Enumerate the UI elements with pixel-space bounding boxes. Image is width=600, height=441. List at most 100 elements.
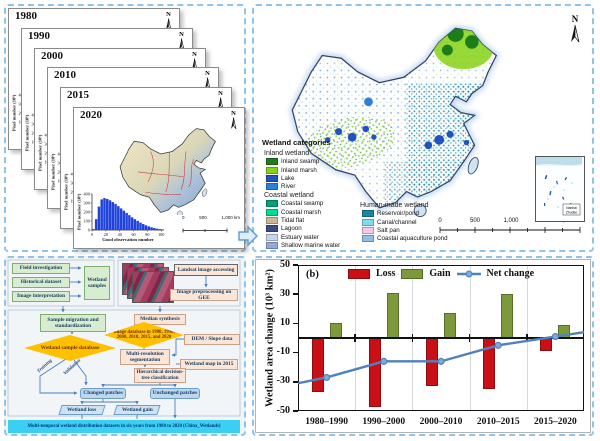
- scalebar-label: 500: [469, 218, 481, 224]
- card-year-label: 2000: [41, 49, 63, 62]
- card-year-label: 2020: [80, 109, 102, 121]
- north-arrow: N: [216, 90, 225, 114]
- map-legend-col2: Human-made wetland Reservoir/pond Canal/ch…: [358, 200, 468, 243]
- legend-swatch: [266, 166, 278, 174]
- legend-label: Inland swamp: [281, 158, 320, 166]
- legend-label: Shallow marine water: [281, 241, 341, 249]
- y-tick-mark: [293, 351, 298, 354]
- maps-stack-panel: 1980 N: [4, 4, 246, 252]
- legend-label-net: Net change: [486, 268, 535, 279]
- china-observation-map: [119, 127, 217, 215]
- legend-item: Inland swamp: [266, 158, 354, 166]
- chart-legend: Loss Gain Net change: [298, 268, 584, 279]
- legend-swatch: [266, 208, 278, 216]
- legend-item: Salt pan: [362, 226, 468, 234]
- node-historical-dataset: Historical dataset: [12, 277, 70, 288]
- x-tick-mark: [411, 334, 414, 342]
- y-tick-mark: [293, 293, 298, 295]
- north-arrow: N: [229, 110, 238, 134]
- legend-label: Salt pan: [377, 226, 400, 234]
- node-dem-slope: DEM / Slope data: [184, 334, 240, 345]
- legend-item: Canal/channel: [362, 218, 468, 226]
- card-year-label: 1980: [15, 10, 37, 22]
- legend-label: Lagoon: [281, 225, 302, 233]
- y-tick-mark: [293, 410, 298, 412]
- svg-text:0: 0: [91, 232, 93, 237]
- legend-item: Coastal swamp: [266, 200, 354, 208]
- legend-swatch: [362, 226, 374, 234]
- flow-arrow-icon: [237, 224, 259, 253]
- main-map-panel: N Wetland categories Inland wetland Inlan…: [252, 4, 594, 252]
- y-tick-label: 50: [280, 258, 290, 270]
- legend-label-loss: Loss: [375, 268, 396, 279]
- legend-label: Inland marsh: [281, 166, 317, 174]
- node-image-interpretation: Image interpretation: [12, 291, 70, 302]
- x-category-label: 2010–2015: [476, 417, 520, 427]
- legend-swatch: [266, 241, 278, 249]
- node-landsat-accessing: Landsat image accessing: [174, 264, 238, 276]
- north-label: N: [192, 50, 197, 58]
- x-category-label: 2000–2010: [419, 417, 463, 427]
- maps-stack: 1980 N: [6, 6, 245, 250]
- scalebar-ruler: [439, 227, 581, 233]
- legend-label: Lake: [281, 174, 295, 182]
- legend-swatch: [266, 183, 278, 191]
- legend-label: Estuary water: [281, 233, 319, 241]
- x-category-label: 1980–1990: [305, 417, 348, 427]
- svg-text:Pixel number (10⁶): Pixel number (10⁶): [25, 114, 30, 151]
- x-tick-mark: [526, 334, 528, 342]
- legend-label: Reservoir/pond: [377, 210, 419, 218]
- legend-item: Reservoir/pond: [362, 210, 468, 218]
- svg-text:80: 80: [145, 232, 149, 237]
- y-tick-mark: [293, 322, 298, 325]
- legend-item: Tidal flat: [266, 217, 354, 225]
- y-tick-label: -30: [276, 375, 290, 387]
- legend-label-gain: Gain: [429, 268, 451, 279]
- scalebar-label: 500: [199, 215, 207, 220]
- x-tick-mark: [354, 334, 356, 342]
- map-card-2020: 2020 N: [73, 107, 245, 249]
- card-scalebar: 0 500 1,000 km: [182, 215, 240, 238]
- y-tick-label: -50: [276, 404, 290, 416]
- y-tick-label: 30: [280, 287, 290, 299]
- legend-group-name: Coastal wetland: [264, 192, 314, 200]
- svg-text:400: 400: [84, 192, 90, 197]
- node-changed-patches: Changed patches: [80, 388, 126, 399]
- good-observation-histogram: 0 100 200 300 400 0 20 40 60 80 100 Good observatio…: [77, 192, 165, 242]
- y-tick-label: -10: [276, 346, 290, 358]
- north-label: N: [166, 11, 171, 18]
- legend-swatch: [362, 218, 374, 226]
- compass-icon: [231, 117, 237, 130]
- gain-swatch: [401, 268, 424, 279]
- legend-swatch: [266, 200, 278, 208]
- card-year-label: 2010: [54, 69, 76, 82]
- node-segmentation: Multi-resolution segmentation: [120, 349, 170, 365]
- svg-text:Pixel number (10⁶): Pixel number (10⁶): [38, 134, 43, 171]
- svg-text:300: 300: [84, 201, 90, 206]
- svg-text:200: 200: [84, 210, 90, 215]
- svg-text:Pixel number (10⁶): Pixel number (10⁶): [64, 173, 69, 210]
- north-label: N: [179, 30, 184, 38]
- legend-group-name: Inland wetland: [264, 150, 310, 157]
- scalebar-label: 0: [182, 215, 185, 220]
- svg-text:Good observation number: Good observation number: [102, 237, 154, 242]
- legend-item: Shallow marine water: [266, 241, 354, 249]
- svg-text:40: 40: [118, 232, 122, 237]
- legend-swatch: [266, 225, 278, 233]
- legend-label: Canal/channel: [377, 218, 417, 226]
- node-unchanged-patches: Unchanged patches: [150, 388, 200, 399]
- legend-item: Lake: [266, 174, 354, 182]
- legend-item: Coastal marsh: [266, 208, 354, 216]
- chart-b-box: (b) Loss Gain Net change Wetland area ch…: [255, 259, 591, 433]
- flowchart-panel: Field investigation Historical dataset I…: [4, 256, 246, 436]
- dataset-banner: Multi-temporal wetland distribution data…: [8, 420, 240, 433]
- node-sample-migration: Sample migration and standardization: [40, 314, 106, 332]
- node-field-investigation: Field investigation: [12, 263, 70, 274]
- legend-label: Tidal flat: [281, 217, 305, 225]
- svg-text:100: 100: [84, 219, 90, 224]
- legend-label: Coastal swamp: [281, 200, 324, 208]
- svg-text:100: 100: [158, 232, 164, 237]
- y-tick-mark: [293, 264, 298, 266]
- x-category-label: 1990–2000: [362, 417, 406, 427]
